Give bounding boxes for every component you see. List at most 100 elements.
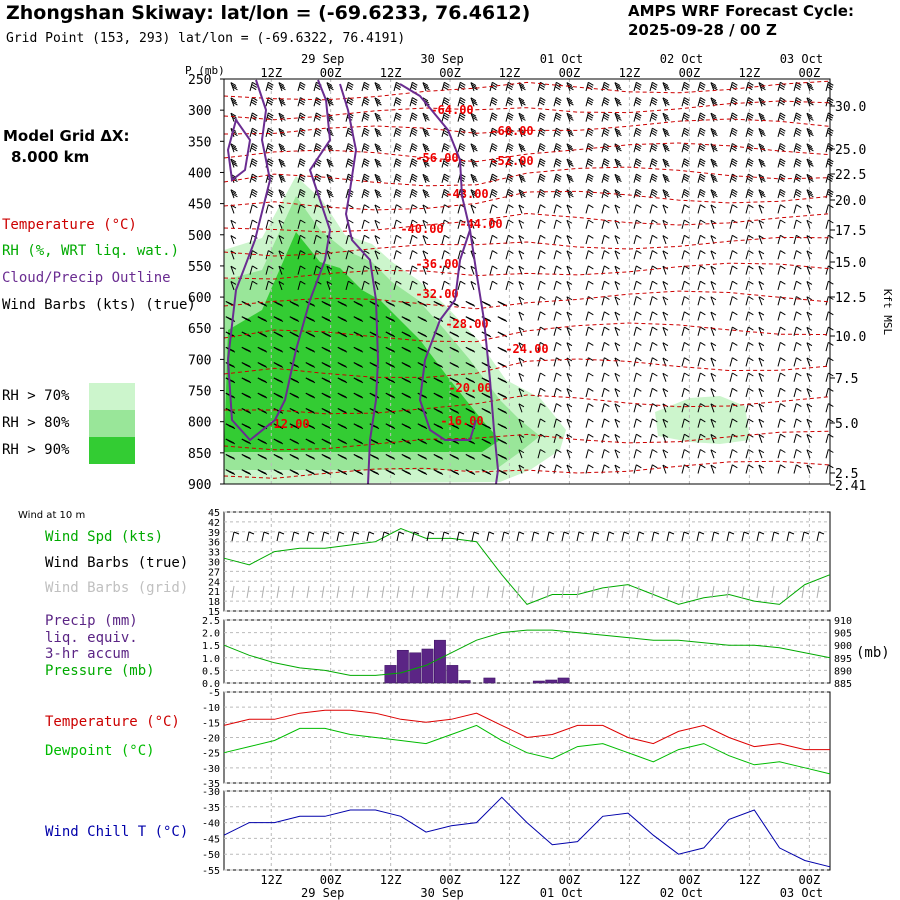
top-time-tick-label: 00Z bbox=[559, 66, 581, 80]
wind-barb-true bbox=[743, 531, 750, 535]
wind-barb bbox=[449, 331, 460, 338]
wind-barb bbox=[433, 300, 444, 307]
wind-barb bbox=[265, 127, 274, 138]
wind-barb bbox=[417, 453, 428, 460]
wind-barb-grid bbox=[621, 585, 625, 599]
wind-barb bbox=[409, 250, 418, 260]
wind-barb bbox=[374, 250, 381, 260]
wind-barb bbox=[633, 127, 642, 138]
wind-barb bbox=[537, 143, 546, 153]
wind-barb bbox=[393, 158, 402, 168]
wind-10m-label: Wind at 10 m bbox=[18, 510, 86, 521]
wind-barb bbox=[777, 158, 786, 168]
wind-barb bbox=[305, 408, 316, 414]
wind-barb bbox=[745, 357, 754, 367]
wind-barb bbox=[649, 372, 658, 382]
wind-barb bbox=[806, 250, 813, 260]
wind-barb bbox=[449, 346, 460, 353]
wind-barb bbox=[361, 204, 370, 214]
wind-barb bbox=[230, 189, 238, 199]
wind-barb bbox=[633, 341, 642, 352]
wind-barb bbox=[745, 81, 754, 92]
wind-barb bbox=[649, 97, 658, 107]
wind-barb-true bbox=[278, 531, 285, 535]
wind-barb bbox=[697, 387, 706, 398]
pressure-tick-label: 900 bbox=[188, 478, 211, 493]
wind-barb bbox=[825, 341, 834, 352]
precip-panel-tick-label: 0.5 bbox=[202, 666, 220, 677]
wind-barb bbox=[265, 81, 274, 92]
temperature-contour bbox=[223, 430, 831, 451]
wind-barb bbox=[601, 234, 610, 245]
wind-barb-true bbox=[561, 531, 565, 542]
contour-label: -12.00 bbox=[266, 417, 309, 431]
wind-barb bbox=[553, 234, 562, 245]
wind-barb bbox=[505, 143, 514, 153]
wind-barb bbox=[633, 372, 642, 382]
wind-barb-true bbox=[713, 531, 720, 535]
wind-barb bbox=[758, 403, 765, 413]
wind-barb bbox=[305, 377, 316, 384]
wind-barb bbox=[601, 449, 610, 459]
wind-barb-grid bbox=[246, 585, 250, 599]
wind-barb-true bbox=[488, 531, 495, 535]
wind-barb bbox=[662, 250, 669, 260]
wind-barb bbox=[758, 158, 766, 168]
wind-barb bbox=[353, 377, 364, 384]
wind-barb bbox=[537, 449, 546, 459]
temperature-contour bbox=[223, 190, 831, 211]
wind-barb bbox=[321, 331, 332, 338]
legend-rh70-swatch bbox=[89, 383, 135, 410]
wind-barb bbox=[321, 362, 332, 368]
wind-barb bbox=[393, 250, 402, 260]
wind-barb bbox=[681, 280, 690, 291]
wind-barb bbox=[729, 112, 738, 122]
wind-barb-true bbox=[548, 531, 555, 535]
wind-barb bbox=[681, 403, 690, 413]
wind-barb bbox=[793, 188, 802, 199]
wind-barb-grid bbox=[756, 585, 760, 599]
wind-barb-true bbox=[773, 531, 780, 535]
wind-barb bbox=[697, 204, 706, 214]
wind-barb bbox=[305, 346, 316, 353]
wind-barb bbox=[758, 189, 766, 199]
wind-barb bbox=[633, 204, 642, 214]
wind-barb bbox=[806, 158, 814, 168]
wind-barb bbox=[265, 143, 274, 153]
wind-barb bbox=[710, 82, 718, 92]
wind-barb bbox=[633, 97, 642, 107]
wind-barb bbox=[758, 326, 765, 336]
wind-barb bbox=[710, 281, 717, 291]
wind-barb bbox=[633, 403, 642, 413]
wind-barb bbox=[297, 219, 306, 229]
wind-barb bbox=[553, 173, 562, 183]
wind-barb bbox=[409, 234, 418, 245]
wind-barb-true bbox=[638, 531, 645, 535]
bottom-date-label: 03 Oct bbox=[780, 886, 823, 900]
wind-barb bbox=[361, 173, 370, 183]
wind-barb bbox=[470, 204, 477, 214]
wind-barb bbox=[806, 403, 813, 413]
wind-barb bbox=[662, 418, 669, 428]
wind-barb bbox=[305, 331, 316, 338]
wind-barb bbox=[241, 469, 252, 476]
wind-barb bbox=[601, 204, 610, 214]
wind-barb bbox=[441, 219, 450, 229]
wind-barb bbox=[326, 82, 334, 92]
wind-barb bbox=[806, 281, 813, 291]
wind-barb bbox=[518, 311, 525, 321]
wind-barb-true bbox=[248, 531, 255, 535]
wind-barb bbox=[566, 173, 574, 183]
wind-barb-true bbox=[411, 531, 415, 542]
wind-barb bbox=[681, 311, 690, 321]
wind-speed-series bbox=[223, 527, 831, 605]
wind-barb bbox=[681, 143, 690, 153]
wind-barb bbox=[662, 173, 670, 183]
wind-barb bbox=[710, 388, 717, 398]
top-time-tick-label: 00Z bbox=[439, 66, 461, 80]
wind-barb bbox=[662, 189, 670, 199]
wind-barb bbox=[249, 97, 258, 107]
wind-barb bbox=[241, 423, 252, 430]
wind-barb bbox=[681, 372, 690, 382]
pressure-series bbox=[223, 629, 831, 676]
